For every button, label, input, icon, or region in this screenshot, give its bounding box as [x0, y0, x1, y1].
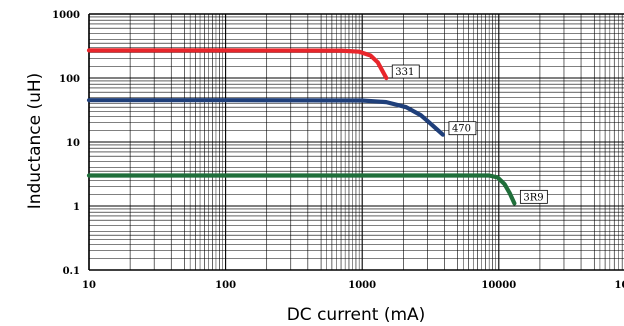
y-tick-label: 10	[66, 138, 80, 149]
x-tick-label: 100	[215, 280, 236, 291]
series-label-3R9: 3R9	[523, 192, 543, 203]
series-label-331: 331	[395, 67, 414, 78]
x-tick-label: 10000	[481, 280, 516, 291]
x-tick-label: 100000	[615, 280, 624, 291]
x-tick-label: 10	[82, 280, 96, 291]
x-tick-label: 1000	[348, 280, 376, 291]
plot-frame	[88, 13, 624, 271]
series-line-470	[86, 98, 445, 137]
grid	[88, 14, 624, 271]
series-line-331	[86, 48, 389, 81]
series-label-box-3R9	[519, 189, 548, 204]
y-tick-label: 1000	[52, 10, 80, 21]
tick-labels: 10 100 1000 10000 100000 0.1 1 10 100 1000	[52, 10, 624, 291]
series-line-3R9	[86, 173, 517, 206]
y-tick-label: 1	[73, 202, 80, 213]
x-axis-title: DC current (mA)	[287, 305, 426, 325]
series-label-470: 470	[452, 124, 471, 135]
y-tick-label: 0.1	[63, 266, 80, 277]
series-label-box-470	[448, 121, 477, 136]
curve-labels: 331 470 3R9	[391, 64, 548, 204]
curves	[86, 48, 517, 206]
series-label-box-331	[391, 64, 420, 79]
y-axis-title: Inductance (uH)	[25, 73, 45, 210]
y-tick-label: 100	[59, 74, 80, 85]
